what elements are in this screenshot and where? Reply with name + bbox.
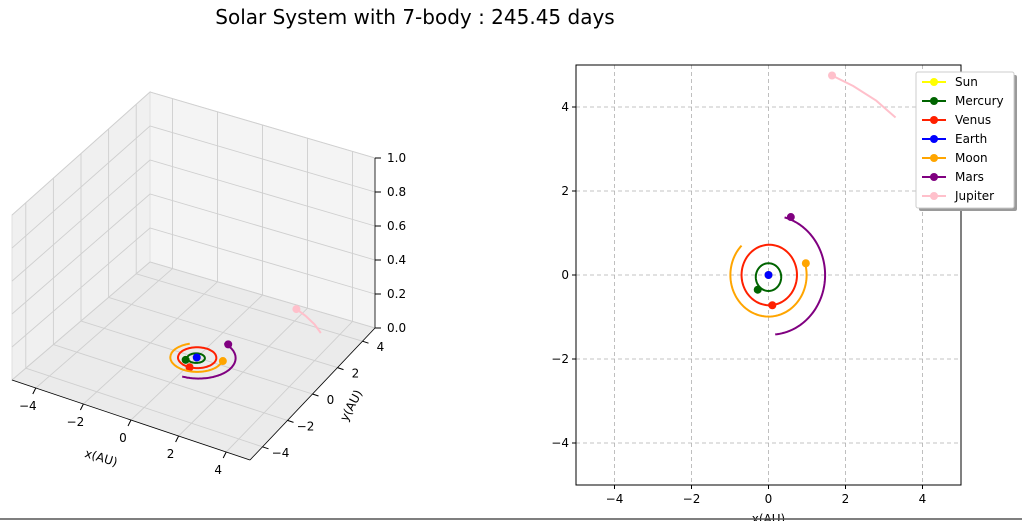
z3d-tick-label: 1.0 [387,151,406,165]
x3d-tick-label: 2 [167,447,175,461]
marker3d-earth [192,353,201,362]
y3d-tick [262,446,269,450]
legend-marker-jupiter [930,192,938,200]
legend-label-sun: Sun [955,75,978,89]
orbit-line-mars [775,216,827,336]
grid3d-z [11,261,376,381]
y-tick-label: 4 [561,100,569,114]
grid3d-z [11,193,376,315]
x-tick-label: 2 [842,492,850,506]
marker-moon [801,259,810,268]
grid3d-z [11,91,376,216]
y3d-tick [287,419,294,423]
legend: Sun Mercury Venus Earth Moon Mars Jupiter [915,71,1017,211]
y-tick-label: 2 [561,184,569,198]
grid3d-z [11,159,376,282]
y3d-tick-label: 4 [377,340,385,354]
legend-label-jupiter: Jupiter [954,189,994,203]
x3d-tick-label: 0 [119,431,127,445]
y-tick-label: 0 [561,268,569,282]
legend-marker-earth [930,135,938,143]
orbit3d-line-mars [181,342,237,380]
marker-venus [768,301,777,310]
legend-marker-mars [930,173,938,181]
chart-title: Solar System with 7-body : 245.45 days [215,5,614,29]
orbit3d-line-venus [177,346,218,370]
marker-mercury [753,285,762,294]
x-axis-label: x(AU) [752,512,785,521]
x3d-tick [79,403,84,411]
marker-earth [764,271,773,279]
marker3d-mars [224,340,233,349]
y3d-tick [312,393,319,397]
x-tick-label: 0 [765,492,773,506]
x3d-tick [222,451,227,459]
orbit-line-venus [740,243,798,307]
x3d-tick-label: 4 [214,463,222,477]
grid3d-z [11,227,376,348]
marker3d-moon [218,357,227,366]
y3d-tick [362,340,369,344]
legend-label-moon: Moon [955,151,988,165]
x3d-tick-label: −2 [67,415,85,429]
x-tick-label: −4 [606,492,624,506]
legend-label-earth: Earth [955,132,987,146]
x3d-tick-label: −4 [19,399,37,413]
legend-marker-sun [930,78,938,86]
y3d-tick-label: 2 [352,367,360,381]
marker3d-jupiter [292,305,301,314]
y3d-axis-label: y(AU) [337,387,365,423]
legend-marker-moon [930,154,938,162]
z3d-tick-label: 0.0 [387,321,406,335]
legend-marker-mercury [930,97,938,105]
z3d-tick-label: 0.8 [387,185,406,199]
z3d-tick-label: 0.6 [387,219,406,233]
legend-marker-venus [930,116,938,124]
z3d-tick-label: 0.2 [387,287,406,301]
marker3d-venus [185,363,194,372]
x-tick-label: −2 [683,492,701,506]
y3d-tick [337,367,344,371]
marker3d-mercury [181,355,190,364]
y3d-tick-label: −2 [297,419,315,433]
y-tick-label: −4 [551,436,569,450]
orbit-line-jupiter [831,74,897,119]
legend-label-venus: Venus [955,113,991,127]
z3d-tick-label: 0.4 [387,253,406,267]
3d-axes: −4−2024−4−20240.00.20.40.60.81.0x(AU)y(A… [11,90,406,477]
x-tick-label: 4 [919,492,927,506]
y-tick-label: −2 [551,352,569,366]
orbit3d-line-jupiter [295,308,322,334]
2d-axes: −4 −2 0 2 4 −4 −2 0 2 4 x(AU) [551,64,962,521]
x3d-tick [32,387,37,395]
marker-jupiter [828,71,837,80]
y3d-tick-label: 0 [327,393,335,407]
marker-mars [786,213,795,222]
x3d-axis-label: x(AU) [83,446,119,469]
orbit3d-line-moon [169,342,224,373]
x3d-tick [127,419,132,427]
x3d-tick [175,435,180,443]
legend-box [915,71,1015,209]
legend-label-mercury: Mercury [955,94,1004,108]
orbit-line-mercury [754,262,783,292]
legend-label-mars: Mars [955,170,984,184]
grid3d-z [11,125,376,249]
orbit3d-line-mercury [186,352,206,364]
y3d-tick-label: −4 [272,446,290,460]
orbit-line-moon [729,244,808,318]
